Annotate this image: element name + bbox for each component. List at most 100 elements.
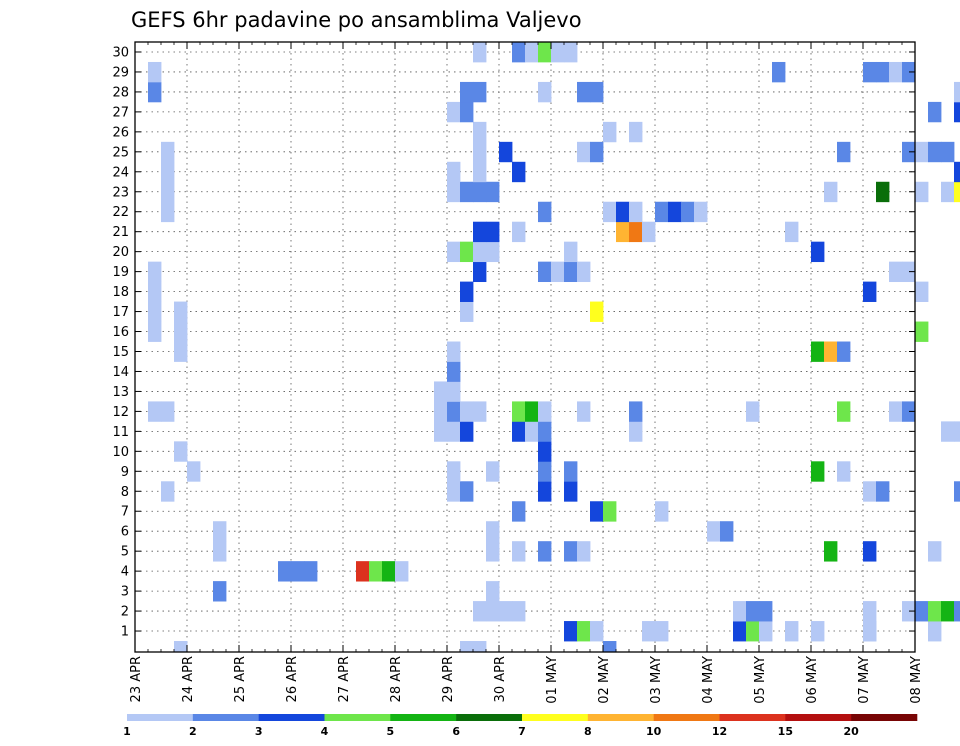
heatmap-cell [564,241,578,263]
heatmap-cell [915,281,929,302]
heatmap-cells [148,42,960,642]
x-tick-label: 07 MAY [857,656,872,704]
heatmap-cell [668,201,682,223]
y-tick-label: 13 [112,385,129,400]
heatmap-cell [525,421,539,442]
y-tick-label: 5 [121,545,129,560]
y-tick-label: 14 [112,365,129,380]
heatmap-cell [954,481,960,502]
y-tick-label: 16 [112,325,129,340]
heatmap-cell [902,261,916,283]
chart-title: GEFS 6hr padavine po ansamblima Valjevo [131,8,582,32]
colorbar-label: 6 [452,725,460,738]
heatmap-cell [785,621,799,642]
heatmap-cell [486,241,500,263]
heatmap-cell [460,301,474,322]
heatmap-cell [161,201,175,223]
heatmap-cell [473,241,487,263]
heatmap-cell [954,421,960,442]
heatmap-cell [460,101,474,123]
grid-lines [135,42,915,652]
colorbar-label: 8 [584,725,592,738]
heatmap-cell [590,81,604,103]
heatmap-cell [928,541,942,562]
heatmap-cell [473,161,487,183]
heatmap-cell [447,161,461,183]
heatmap-cell [499,141,513,163]
colorbar-label: 12 [712,725,727,738]
heatmap-cell [512,601,526,622]
heatmap-cell [473,141,487,163]
heatmap-cell [577,141,591,163]
y-tick-label: 25 [112,145,129,160]
heatmap-cell [473,42,487,63]
heatmap-cell [837,461,851,482]
heatmap-cell [538,81,552,103]
heatmap-cell [148,81,162,103]
y-tick-label: 7 [121,505,129,520]
heatmap-cell [746,401,760,422]
y-tick-label: 2 [121,605,129,620]
heatmap-cell [759,621,773,642]
colorbar-swatch [127,714,194,721]
heatmap-cell [551,42,565,63]
x-tick-label: 27 APR [337,656,352,702]
heatmap-cell [486,521,500,542]
heatmap-cell [564,461,578,482]
heatmap-cell [889,401,903,422]
heatmap-cell [161,141,175,163]
y-tick-label: 17 [112,305,129,320]
heatmap-cell [590,301,604,322]
heatmap-cell [603,201,617,223]
y-tick-label: 30 [112,45,129,60]
heatmap-cell [213,521,227,542]
heatmap-cell [824,181,838,203]
y-tick-label: 15 [112,345,129,360]
colorbar-swatch [324,714,391,721]
heatmap-cell [538,42,552,63]
heatmap-cell [694,201,708,223]
y-axis: 1234567891011121314151617181920212223242… [112,45,915,640]
heatmap-cell [161,181,175,203]
heatmap-cell [174,321,188,342]
heatmap-cell [915,321,929,342]
heatmap-cell [577,261,591,283]
heatmap-cell [460,641,474,652]
heatmap-cell [642,221,656,243]
heatmap-cell [876,481,890,502]
heatmap-cell [486,601,500,622]
heatmap-cell [473,261,487,283]
heatmap-cell [590,501,604,522]
heatmap-cell [642,621,656,642]
heatmap-cell [538,541,552,562]
heatmap-cell [577,621,591,642]
heatmap-cell [876,61,890,83]
heatmap-cell [954,181,960,203]
x-tick-label: 06 MAY [805,656,820,704]
heatmap-cell [811,621,825,642]
y-tick-label: 3 [121,585,129,600]
heatmap-cell [954,101,960,123]
heatmap-cell [746,621,760,642]
heatmap-cell [915,181,929,203]
y-tick-label: 4 [121,565,129,580]
y-tick-label: 29 [112,65,129,80]
heatmap-cell [863,281,877,302]
colorbar-label: 4 [321,725,329,738]
heatmap-cell [512,401,526,422]
heatmap-cell [941,601,955,622]
y-tick-label: 9 [121,465,129,480]
heatmap-cell [863,621,877,642]
heatmap-cell [473,221,487,243]
heatmap-cell [590,621,604,642]
heatmap-cell [486,461,500,482]
heatmap-cell [655,201,669,223]
heatmap-cell [512,161,526,183]
heatmap-cell [824,341,838,362]
heatmap-cell [928,141,942,163]
heatmap-cell [460,281,474,302]
heatmap-cell [499,601,513,622]
heatmap-cell [681,201,695,223]
heatmap-cell [785,221,799,243]
heatmap-cell [733,601,747,622]
